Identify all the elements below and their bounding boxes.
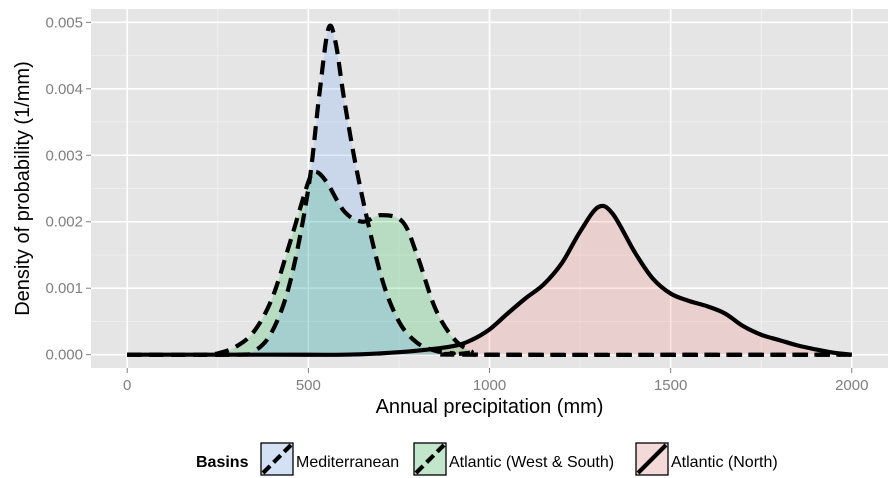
x-tick-label: 500: [296, 377, 321, 394]
legend-key-line: [414, 443, 446, 475]
y-tick-label: 0.003: [45, 147, 83, 164]
legend-label: Atlantic (North): [671, 454, 778, 471]
legend-label: Mediterranean: [296, 454, 399, 471]
y-tick-label: 0.004: [45, 81, 83, 98]
x-tick-label: 2000: [835, 377, 868, 394]
legend: Basins Mediterranean Atlantic (West & Sou…: [196, 442, 778, 476]
line-atlantic-north: [127, 203, 852, 357]
line-mediterranean: [127, 23, 852, 358]
y-axis-title: Density of probability (1/mm): [12, 61, 34, 316]
area-atlantic-north: [127, 205, 852, 355]
y-tick-label: 0.001: [45, 280, 83, 297]
legend-label: Atlantic (West & South): [449, 454, 614, 471]
legend-key-line: [261, 443, 293, 475]
y-tick-label: 0.000: [45, 347, 83, 364]
legend-title: Basins: [196, 454, 249, 471]
area-atlantic-west-south: [127, 171, 852, 355]
density-lines: [127, 23, 852, 358]
area-mediterranean: [127, 25, 852, 355]
x-tick-label: 0: [123, 377, 131, 394]
x-tick-label: 1000: [473, 377, 506, 394]
y-tick-label: 0.002: [45, 214, 83, 231]
line-atlantic-west-south: [127, 169, 852, 358]
density-areas: [127, 25, 852, 355]
legend-key-line: [636, 443, 668, 475]
y-axis: 0.000 0.001 0.002 0.003 0.004 0.005: [45, 14, 91, 364]
x-axis: 0 500 1000 1500 2000: [123, 368, 868, 394]
x-tick-label: 1500: [654, 377, 687, 394]
x-axis-title: Annual precipitation (mm): [376, 396, 604, 418]
y-tick-label: 0.005: [45, 14, 83, 31]
